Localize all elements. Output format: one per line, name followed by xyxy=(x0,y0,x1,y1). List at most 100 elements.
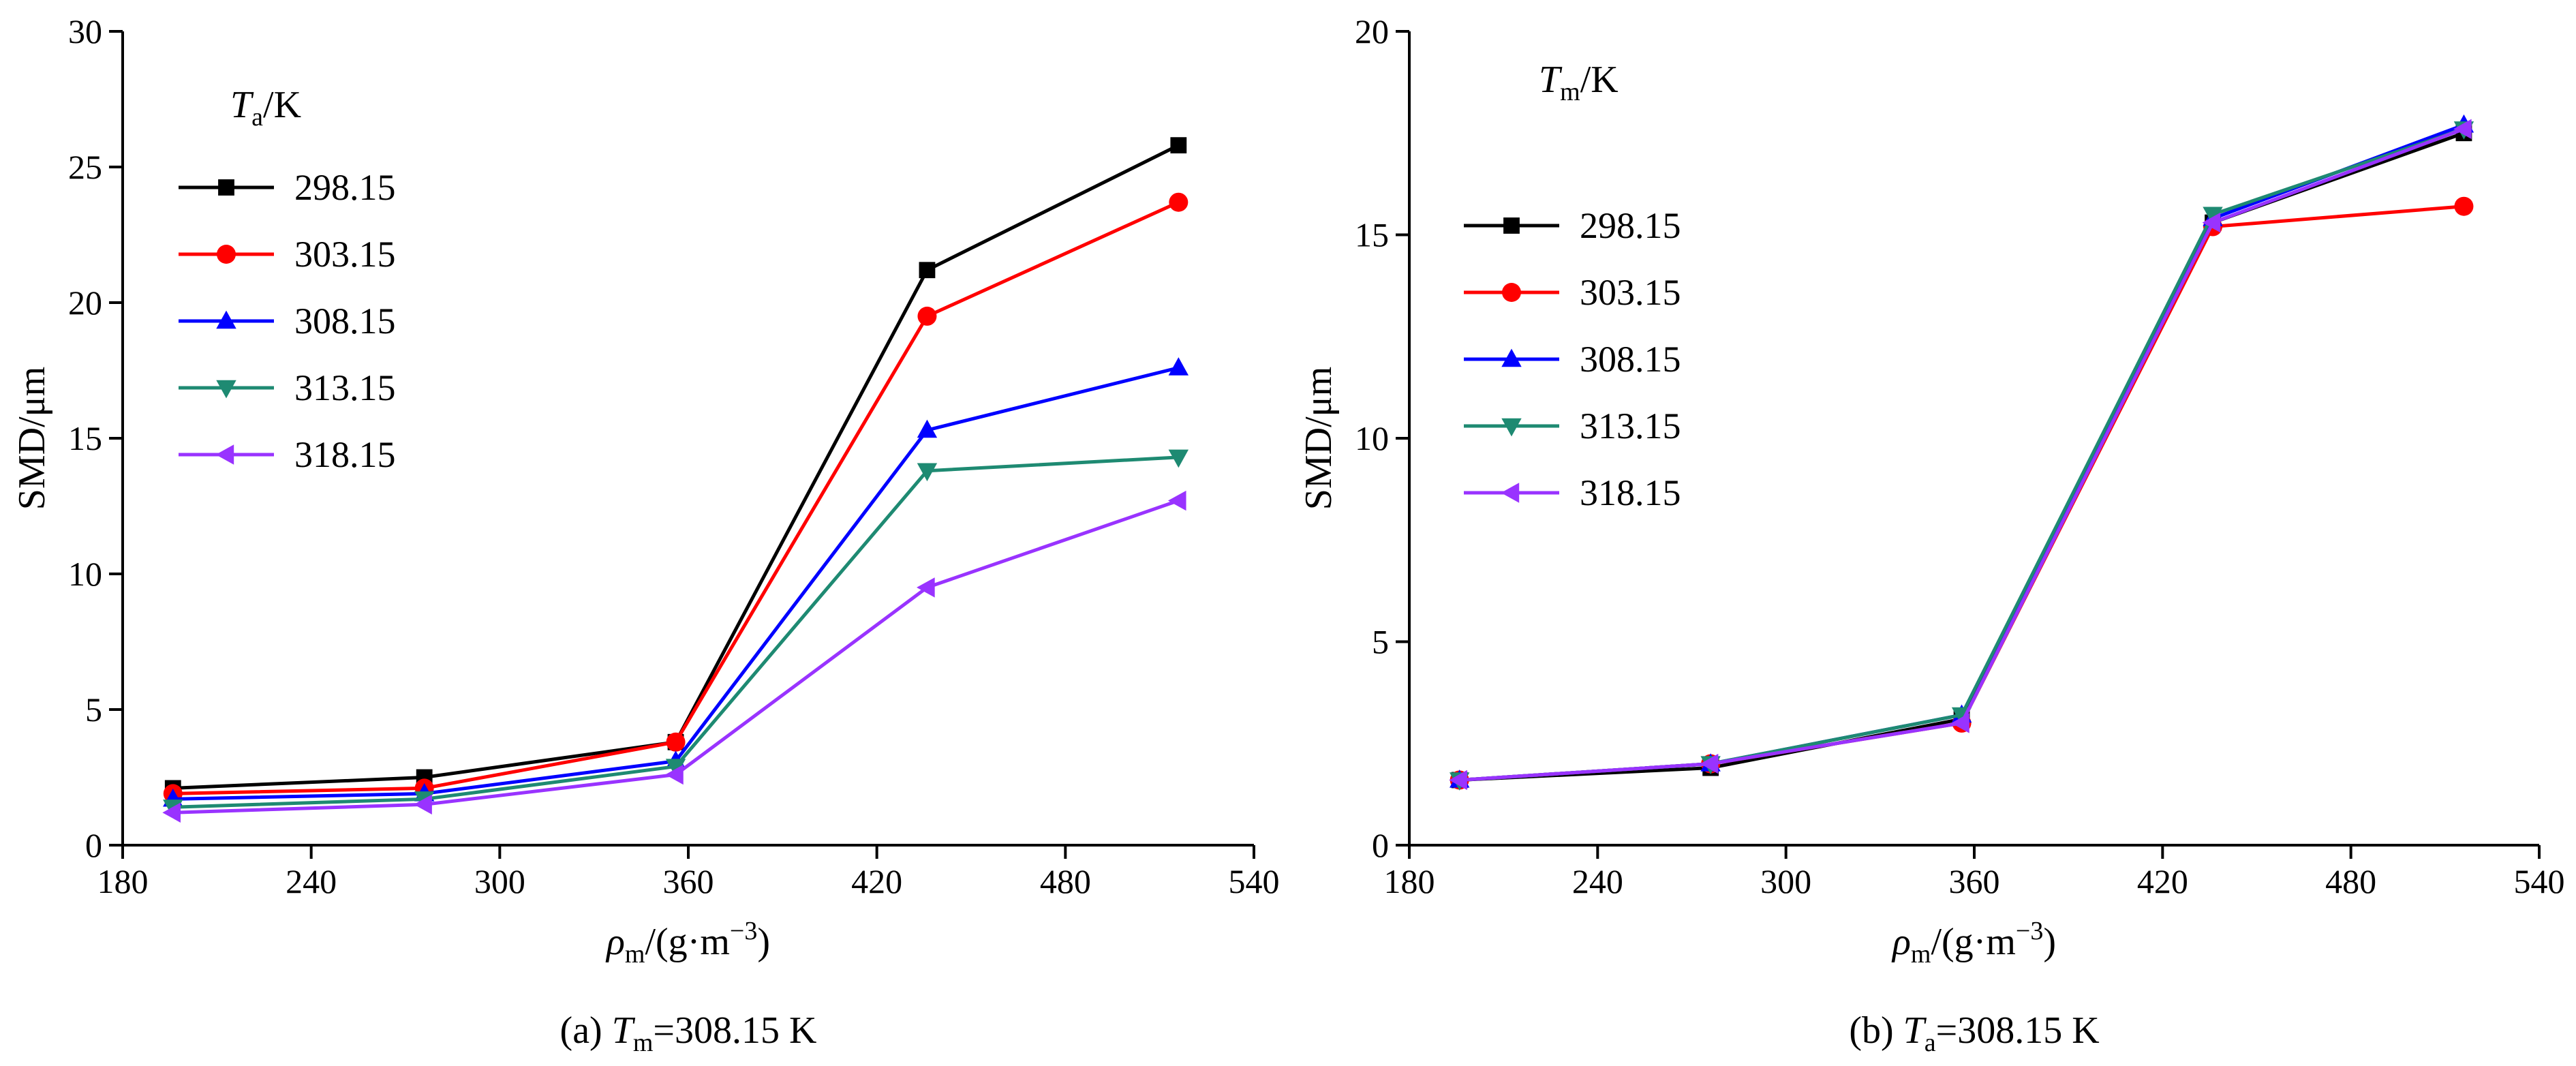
y-tick-label: 25 xyxy=(68,148,102,186)
y-tick-label: 15 xyxy=(1355,216,1389,254)
legend-marker xyxy=(216,310,236,329)
data-point xyxy=(1449,770,1467,791)
legend-marker xyxy=(1501,483,1520,503)
x-axis-title-subscript: m xyxy=(1911,940,1931,969)
legend-entry: 303.15 xyxy=(1580,272,1681,313)
caption-subscript: m xyxy=(633,1029,654,1057)
legend-title-symbol: T xyxy=(230,84,254,126)
x-axis-title-subscript: m xyxy=(625,940,645,969)
x-axis-title-unit: /(g·m xyxy=(645,921,729,963)
caption-text: =308.15 K xyxy=(653,1009,816,1052)
x-tick-label: 540 xyxy=(2514,862,2565,900)
x-tick-label: 180 xyxy=(97,862,149,900)
x-tick-label: 300 xyxy=(1760,862,1811,900)
x-tick-label: 360 xyxy=(1949,862,2000,900)
chart-panel-a: 180 240 300 360 420 480 540 0 5 10 15 20 25 30 SMD/μm ρ… xyxy=(11,12,1280,1057)
legend-entry: 308.15 xyxy=(294,301,396,341)
legend-title-symbol: T xyxy=(1539,59,1563,101)
series-line xyxy=(172,200,1180,795)
legend-marker xyxy=(216,380,236,399)
data-point xyxy=(414,794,432,814)
data-point xyxy=(2454,196,2474,216)
x-tick-label: 480 xyxy=(1040,862,1091,900)
legend-title-unit: /K xyxy=(263,84,301,126)
legend-entry: 313.15 xyxy=(294,367,396,408)
caption-subscript: a xyxy=(1925,1029,1936,1057)
data-point xyxy=(162,802,181,823)
legend-title-subscript: m xyxy=(1560,78,1580,106)
series-303-15 xyxy=(163,192,1189,804)
caption-text: =308.15 K xyxy=(1936,1009,2100,1052)
y-tick-label: 10 xyxy=(68,555,102,593)
legend-entry: 298.15 xyxy=(1580,205,1681,246)
panel-caption: (a) Tm=308.15 K xyxy=(560,1009,817,1057)
legend-marker xyxy=(215,444,234,465)
x-axis-title-superscript: −3 xyxy=(2016,917,2043,945)
data-point xyxy=(2202,212,2221,233)
legend-entry: 298.15 xyxy=(294,167,396,208)
panel-caption: (b) Ta=308.15 K xyxy=(1849,1009,2099,1057)
legend-title-subscript: a xyxy=(251,103,263,132)
data-point xyxy=(1700,753,1719,774)
legend: Ta/K 298.15 303.15 308.15 313.15 318.15 xyxy=(179,84,396,475)
y-tick-label: 20 xyxy=(1355,12,1389,50)
data-point xyxy=(2453,119,2472,139)
x-axis-title-superscript: −3 xyxy=(730,917,757,945)
data-point xyxy=(917,306,937,326)
x-tick-label: 420 xyxy=(851,862,902,900)
data-point xyxy=(665,759,686,777)
x-axis-title-symbol: ρ xyxy=(1891,921,1911,963)
y-tick-label: 0 xyxy=(85,826,102,864)
y-axis-title: SMD/μm xyxy=(11,367,53,511)
x-tick-label: 300 xyxy=(474,862,525,900)
y-tick-label: 5 xyxy=(85,690,102,729)
x-axis-title-close: ) xyxy=(757,921,770,963)
legend-title: Tm/K xyxy=(1539,59,1619,106)
chart-panel-b: 180 240 300 360 420 480 54005101520SMD/μmρm/(g… xyxy=(1298,12,2565,1057)
legend-entry: 318.15 xyxy=(294,434,396,475)
data-point xyxy=(917,577,935,598)
data-point xyxy=(917,419,938,438)
y-tick-label: 5 xyxy=(1372,623,1389,661)
legend-marker xyxy=(1501,348,1522,367)
x-tick-label: 540 xyxy=(1229,862,1280,900)
legend: Tm/K 298.15 303.15 308.15 313.15 318.15 xyxy=(1464,59,1681,513)
data-point xyxy=(1951,713,1969,733)
data-point xyxy=(665,764,684,785)
x-axis-title: ρm/(g·m−3) xyxy=(605,917,770,969)
data-point xyxy=(917,463,938,482)
legend-marker xyxy=(218,179,234,196)
y-tick-label: 15 xyxy=(68,419,102,457)
x-tick-label: 240 xyxy=(1572,862,1623,900)
x-axis-title: ρm/(g·m−3) xyxy=(1891,917,2056,969)
caption-symbol: T xyxy=(1903,1009,1927,1052)
data-point xyxy=(1169,192,1189,212)
caption-symbol: T xyxy=(612,1009,636,1052)
x-tick-label: 420 xyxy=(2137,862,2188,900)
legend-marker xyxy=(1503,217,1520,234)
legend-marker xyxy=(1502,283,1521,302)
y-axis-title: SMD/μm xyxy=(1298,367,1340,511)
x-axis-title-unit: /(g·m xyxy=(1931,921,2015,963)
y-tick-label: 30 xyxy=(68,12,102,50)
series-313-15 xyxy=(163,449,1189,818)
y-tick-label: 20 xyxy=(68,284,102,322)
data-point xyxy=(1170,137,1187,154)
x-axis-title-close: ) xyxy=(2043,921,2056,963)
axes-frame xyxy=(1408,31,2539,847)
legend-title: Ta/K xyxy=(230,84,301,132)
caption-prefix: (a) xyxy=(560,1009,612,1052)
legend-title-unit: /K xyxy=(1580,59,1619,101)
data-point xyxy=(1168,449,1189,468)
data-point xyxy=(666,732,686,752)
x-tick-label: 360 xyxy=(663,862,714,900)
x-tick-label: 180 xyxy=(1384,862,1435,900)
legend-entry: 313.15 xyxy=(1580,406,1681,446)
data-point xyxy=(919,262,936,279)
data-point xyxy=(1168,357,1189,376)
legend-entry: 308.15 xyxy=(1580,339,1681,380)
caption-prefix: (b) xyxy=(1849,1009,1903,1052)
series-318-15 xyxy=(162,490,1186,823)
legend-marker xyxy=(217,245,236,264)
